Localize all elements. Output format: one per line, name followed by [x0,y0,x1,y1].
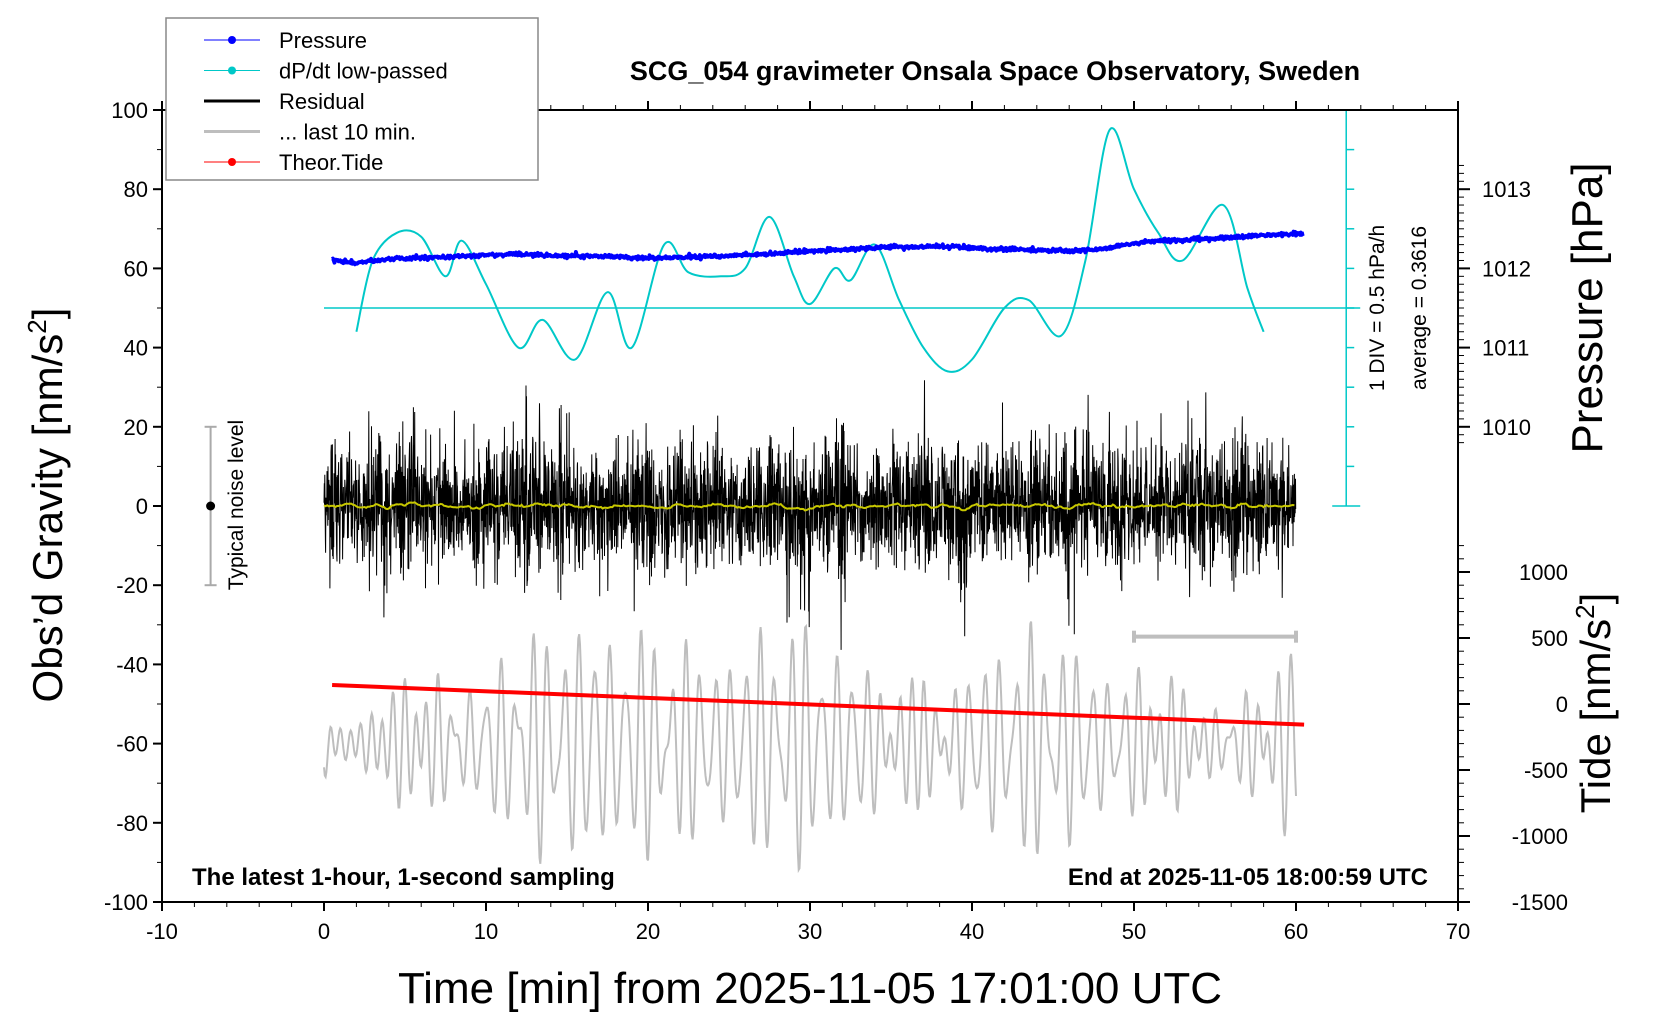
plot-series [204,109,1361,874]
dpdt-line [355,127,1265,373]
tide-axis-label-end: ] [1572,593,1619,605]
legend-item: ... last 10 min. [204,120,416,145]
y-axis-label: Obs’d Gravity [nm/s2] [22,308,71,703]
y-tick-label: -60 [116,732,148,757]
legend-box [165,17,539,181]
pressure-axis-label: Pressure [hPa] [1563,162,1612,453]
legend-label: Theor.Tide [279,150,383,175]
dpdt-scale-label: 1 DIV = 0.5 hPa/h [1366,225,1389,391]
tide-tick-label: 1000 [1519,560,1568,585]
legend-label: dP/dt low-passed [279,59,448,84]
axes: -10 0 10 20 30 40 50 60 70-100-80-60-40-20020406… [104,98,1568,944]
last-10-min-bracket [1132,630,1298,643]
x-tick-label: 70 [1446,919,1470,944]
dpdt-average-label: average = 0.3616 [1408,226,1431,390]
y-tick-label: -20 [116,573,148,598]
legend-item: dP/dt low-passed [204,59,448,84]
legend-item: Theor.Tide [204,150,383,175]
tide-tick-label: -1000 [1512,824,1568,849]
tide-tick-label: 500 [1531,626,1568,651]
theor-tide-line [332,682,1305,727]
noise-bar-dot [206,501,216,511]
legend-swatch-marker [228,66,236,75]
residual-line [323,380,1297,650]
y-tick-label: 100 [111,98,148,123]
y-tick-label: -80 [116,811,148,836]
legend-label: Pressure [279,28,367,53]
pressure-line [330,229,1306,267]
footer-left: The latest 1-hour, 1-second sampling [192,864,615,891]
x-tick-label: 50 [1122,919,1146,944]
x-tick-label: 20 [636,919,660,944]
residual-smoothed-line [323,501,1295,512]
legend-item: Residual [204,89,365,114]
legend-item: Pressure [204,28,367,53]
y-tick-label: -40 [116,652,148,677]
y-tick-label: 40 [124,336,148,361]
tide-tick-label: -500 [1524,758,1568,783]
pressure-tick-label: 1013 [1482,177,1531,202]
footer-right: End at 2025-11-05 18:00:59 UTC [1068,864,1428,891]
tide-tick-label: 0 [1556,692,1568,717]
y-tick-label: 60 [124,256,148,281]
chart-title: SCG_054 gravimeter Onsala Space Observat… [630,56,1360,86]
legend: Pressure dP/dt low-passed Residual ... last… [165,17,539,181]
x-tick-label: 30 [798,919,822,944]
pressure-tick-label: 1012 [1482,256,1531,281]
legend-label: Residual [279,89,365,114]
pressure-tick-label: 1011 [1482,336,1529,361]
y-axis-label-sup: 2 [22,319,52,333]
y-axis-label-main: Obs’d Gravity [nm/s [24,334,71,703]
x-tick-label: 60 [1284,919,1308,944]
x-axis-label: Time [min] from 2025-11-05 17:01:00 UTC [398,964,1222,1013]
y-tick-label: 0 [136,494,148,519]
noise-level-label: Typical noise level [225,420,248,590]
x-tick-label: 0 [318,919,330,944]
x-tick-label: 10 [474,919,498,944]
y-tick-label: 80 [124,177,148,202]
y-tick-label: 20 [124,415,148,440]
tide-tick-label: -1500 [1512,890,1568,915]
legend-swatch-marker [228,36,236,44]
noise-level-bar [204,425,217,587]
pressure-tick-label: 1010 [1482,415,1531,440]
y-tick-label: -100 [104,890,148,915]
tide-axis-label-main: Tide [nm/s [1572,619,1619,814]
legend-label: ... last 10 min. [279,120,416,145]
tide-axis-label: Tide [nm/s2] [1570,593,1619,814]
x-tick-label: 40 [960,919,984,944]
y-axis-label-end: ] [24,308,71,320]
legend-swatch-marker [228,158,236,166]
x-tick-label: -10 [146,919,178,944]
tide-axis-label-sup: 2 [1570,604,1600,618]
last-10-min-line [323,621,1297,874]
